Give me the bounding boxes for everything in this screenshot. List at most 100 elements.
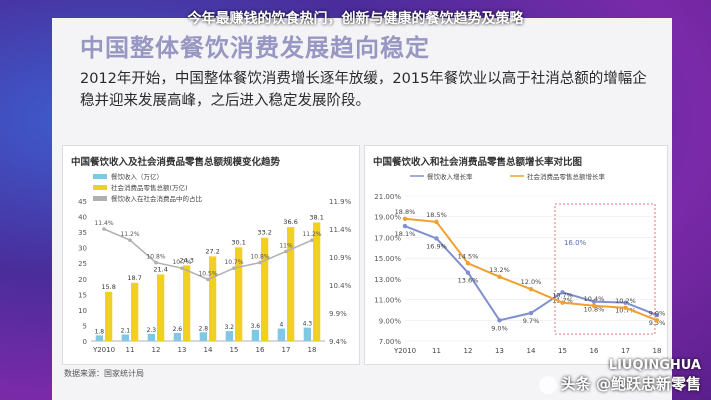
data-label: 9.7% bbox=[523, 317, 540, 325]
y-tick-label: 10 bbox=[78, 307, 87, 315]
slide: 中国整体餐饮消费发展趋向稳定 2012年开始，中国整体餐饮消费增长逐年放缓，20… bbox=[52, 18, 672, 400]
right-chart-title: 中国餐饮收入和社会消费品零售总额增长率对比图 bbox=[373, 157, 583, 168]
ratio-point bbox=[258, 260, 262, 265]
bar-chart: 餐饮收入（万亿） 社会消费品零售总额(万亿) 餐饮收入在社会消费品中的占比 0 5 10 1… bbox=[78, 172, 352, 354]
data-label: 9.0% bbox=[491, 324, 508, 332]
data-label: 13.2% bbox=[489, 266, 510, 274]
bar bbox=[157, 274, 165, 341]
data-label: 10.8% bbox=[584, 306, 605, 314]
watermark-text: 头条 @鲍跃忠新零售 bbox=[560, 375, 701, 393]
legend-label: 社会消费品零售总额增长率 bbox=[527, 172, 606, 181]
y-tick-label: 45 bbox=[78, 198, 87, 206]
y2-tick-label: 10.9% bbox=[329, 254, 352, 262]
legend-swatch bbox=[93, 174, 107, 179]
x-tick-label: 18 bbox=[653, 347, 662, 355]
legend-label: 餐饮收入在社会消费品中的占比 bbox=[111, 194, 203, 203]
data-label: 10.7% bbox=[552, 292, 573, 300]
data-label: 10.4% bbox=[584, 295, 605, 303]
series-point bbox=[528, 310, 534, 316]
y-tick-label: 0 bbox=[83, 338, 87, 346]
data-label: 36.6 bbox=[283, 218, 297, 226]
y2-tick-label: 11.4% bbox=[329, 226, 352, 234]
data-label: 18.5% bbox=[426, 211, 447, 219]
bar bbox=[173, 332, 181, 341]
y-tick-label: 19.00% bbox=[374, 214, 401, 222]
y-tick-label: 21.00% bbox=[374, 193, 401, 201]
data-label: 14.5% bbox=[458, 252, 479, 260]
data-label: 18.7 bbox=[127, 274, 141, 282]
data-label: 2.3 bbox=[147, 327, 157, 334]
data-label: 2.6 bbox=[173, 326, 183, 333]
bar bbox=[199, 332, 207, 341]
data-label: 12.0% bbox=[521, 278, 542, 286]
series-point bbox=[434, 236, 439, 241]
y-tick-label: 20 bbox=[78, 276, 87, 284]
data-label: 15.8 bbox=[101, 283, 115, 291]
data-label: 11.4% bbox=[94, 220, 113, 227]
x-tick-label: Y2010 bbox=[393, 347, 416, 355]
y-tick-label: 40 bbox=[78, 214, 87, 222]
y-tick-label: 30 bbox=[78, 245, 87, 253]
bar bbox=[251, 329, 259, 341]
legend-label: 社会消费品零售总额(万亿) bbox=[111, 183, 188, 192]
bar bbox=[303, 327, 311, 341]
data-label: 27.2 bbox=[205, 247, 219, 255]
y2-tick-label: 9.4% bbox=[329, 338, 347, 346]
data-label: 9.0% bbox=[649, 309, 666, 317]
series-point bbox=[465, 270, 471, 275]
x-tick-label: Y2010 bbox=[92, 346, 115, 354]
ratio-point bbox=[206, 277, 210, 282]
data-label: 4.3 bbox=[303, 321, 313, 328]
series-point bbox=[623, 305, 628, 311]
x-tick-label: 11 bbox=[126, 346, 135, 354]
ratio-point bbox=[128, 238, 132, 242]
data-label: 10.5% bbox=[198, 270, 217, 277]
x-tick-label: 15 bbox=[558, 347, 567, 355]
data-label: 10.7% bbox=[172, 259, 191, 266]
series-point bbox=[402, 223, 408, 229]
ratio-point bbox=[180, 266, 184, 270]
x-tick-label: 12 bbox=[464, 347, 473, 355]
bar bbox=[183, 265, 191, 341]
series-point bbox=[434, 219, 439, 225]
y-tick-label: 35 bbox=[78, 229, 87, 237]
bar bbox=[225, 331, 233, 341]
slide-body: 2012年开始，中国整体餐饮消费增长逐年放缓，2015年餐饮业以高于社消总额的增… bbox=[80, 71, 647, 109]
data-label: 10.7% bbox=[224, 259, 243, 266]
bar bbox=[235, 247, 243, 341]
overlay-title: 今年最赚钱的饮食热门，创新与健康的餐饮趋势及策略 bbox=[187, 11, 524, 27]
left-chart-title: 中国餐饮收入及社会消费品零售总额规模变化趋势 bbox=[71, 157, 281, 168]
bar bbox=[131, 282, 139, 341]
left-chart-panel: 中国餐饮收入及社会消费品零售总额规模变化趋势 餐饮收入（万亿） 社会消费品零售总额… bbox=[62, 145, 360, 365]
x-tick-label: 14 bbox=[527, 347, 536, 355]
bar bbox=[313, 222, 321, 341]
series-point bbox=[497, 274, 502, 279]
bar bbox=[95, 335, 103, 341]
legend-swatch bbox=[93, 185, 107, 190]
data-label: 4 bbox=[279, 322, 283, 329]
data-label: 9.5% bbox=[649, 319, 666, 327]
x-tick-label: 18 bbox=[308, 346, 317, 354]
series-line bbox=[404, 217, 658, 322]
x-tick-label: 13 bbox=[495, 347, 504, 355]
data-label: 38.1 bbox=[309, 213, 323, 221]
x-tick-label: 11 bbox=[432, 347, 441, 355]
bar bbox=[261, 237, 269, 341]
series-point bbox=[528, 287, 534, 292]
y2-tick-label: 9.9% bbox=[329, 310, 347, 318]
data-label: 18.1% bbox=[395, 230, 416, 238]
data-label: 10.8% bbox=[250, 254, 269, 261]
data-label: 10.2% bbox=[615, 297, 636, 305]
data-label: 11% bbox=[279, 242, 293, 249]
x-tick-label: 15 bbox=[230, 346, 239, 354]
data-label: 11.7% bbox=[552, 296, 573, 304]
bar bbox=[105, 291, 113, 341]
series-point bbox=[497, 318, 502, 323]
y-tick-label: 11.00% bbox=[374, 297, 401, 305]
x-tick-label: 14 bbox=[204, 346, 213, 354]
series-point bbox=[654, 312, 660, 318]
bar bbox=[287, 227, 295, 341]
data-label: 16.9% bbox=[426, 242, 447, 250]
data-label: 10.8% bbox=[146, 254, 165, 261]
highlight-box bbox=[554, 203, 656, 335]
